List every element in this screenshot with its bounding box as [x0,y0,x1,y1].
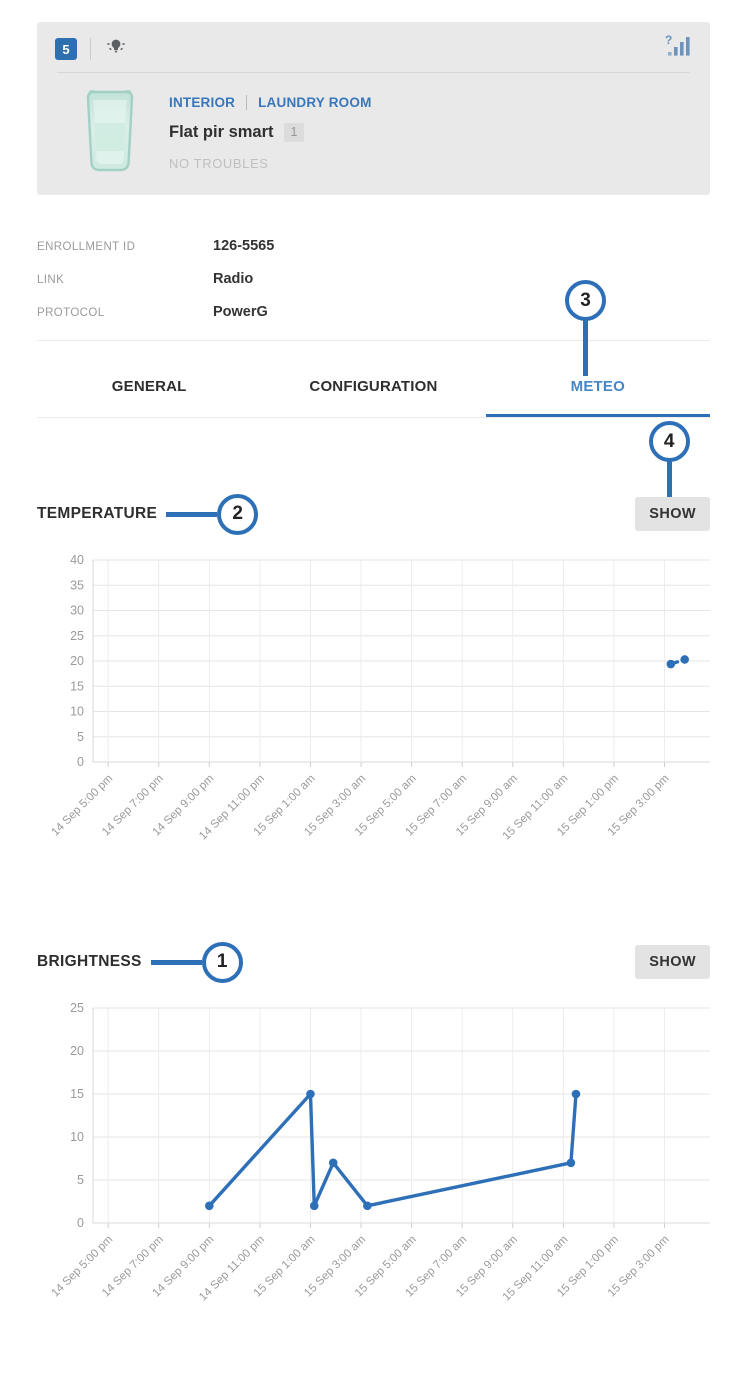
signal-question-icon: ? [662,33,692,66]
annotation-connector-2 [166,511,218,517]
tab-general[interactable]: GENERAL [111,378,187,395]
svg-text:30: 30 [70,604,84,618]
svg-text:40: 40 [70,553,84,567]
svg-text:20: 20 [70,654,84,668]
device-row: INTERIOR LAUNDRY ROOM Flat pir smart 1 N… [55,89,692,175]
svg-text:15: 15 [70,679,84,693]
zone-separator [246,95,248,110]
svg-text:25: 25 [70,629,84,643]
tabs-area: GENERAL CONFIGURATION METEO 3 [37,280,710,418]
svg-text:25: 25 [70,1001,84,1015]
detail-label: LINK [37,274,65,286]
header-icons-row: 5 ? [55,33,692,66]
detail-row-enrollment-id: ENROLLMENT ID 126-5565 [37,238,710,259]
annotation-circle-4: 4 [648,421,690,462]
device-name: Flat pir smart [169,123,274,141]
brightness-show-button[interactable]: SHOW [635,945,710,979]
svg-text:5: 5 [77,730,84,744]
svg-text:15: 15 [70,1087,84,1101]
brightness-section: BRIGHTNESS 1 SHOW 0 5 10 15 20 25 14 Sep 5:00 … [37,941,710,1345]
device-number-badge: 1 [283,123,305,142]
temperature-show-button[interactable]: SHOW [635,497,710,531]
detail-label: PROTOCOL [37,307,105,319]
temperature-title: TEMPERATURE [37,505,158,522]
brightness-title: BRIGHTNESS [37,953,142,970]
svg-text:5: 5 [77,1173,84,1187]
device-status: NO TROUBLES [169,156,269,171]
detail-value: Radio [213,271,254,287]
svg-text:?: ? [665,33,672,47]
detail-row-protocol: PROTOCOL PowerG [37,304,710,325]
detail-row-link: LINK Radio [37,271,710,292]
annotation-circle-2: 2 [217,493,259,535]
detail-label: ENROLLMENT ID [37,241,136,253]
detail-value: 126-5565 [213,238,275,254]
device-detail-page: 5 ? [0,22,737,1345]
annotation-connector-3 [583,319,588,376]
svg-text:0: 0 [77,1216,84,1230]
pir-device-image [79,89,141,175]
bulb-icon [104,35,128,64]
zone-group-label[interactable]: INTERIOR [169,95,236,110]
detail-value: PowerG [213,304,268,320]
zone-breadcrumb: INTERIOR LAUNDRY ROOM [169,95,372,110]
temperature-chart[interactable]: 0 5 10 15 20 25 30 35 40 14 Sep 5:00 pm 14 Sep 7:0… [37,546,710,884]
device-header-card: 5 ? [37,22,710,195]
annotation-connector-4 [666,460,672,497]
annotation-circle-3: 3 [565,280,606,321]
svg-text:35: 35 [70,578,84,592]
annotation-connector-1 [150,959,202,965]
header-rule [57,72,690,73]
svg-text:0: 0 [77,755,84,769]
zone-room-label[interactable]: LAUNDRY ROOM [258,95,372,110]
annotation-circle-1: 1 [201,941,243,983]
brightness-chart[interactable]: 0 5 10 15 20 25 14 Sep 5:00 pm 14 Sep 7:00 pm 14… [37,994,710,1345]
svg-text:10: 10 [70,705,84,719]
zone-count-badge: 5 [55,38,77,60]
svg-text:20: 20 [70,1044,84,1058]
tab-meteo[interactable]: METEO [485,341,710,417]
header-divider [90,38,91,60]
device-details: ENROLLMENT ID 126-5565 LINK Radio PROTOC… [37,238,710,325]
svg-text:10: 10 [70,1130,84,1144]
temperature-section: TEMPERATURE 2 4 SHOW 0 5 10 15 20 25 30 35 40 14 … [37,421,710,884]
tab-configuration[interactable]: CONFIGURATION [309,378,438,395]
